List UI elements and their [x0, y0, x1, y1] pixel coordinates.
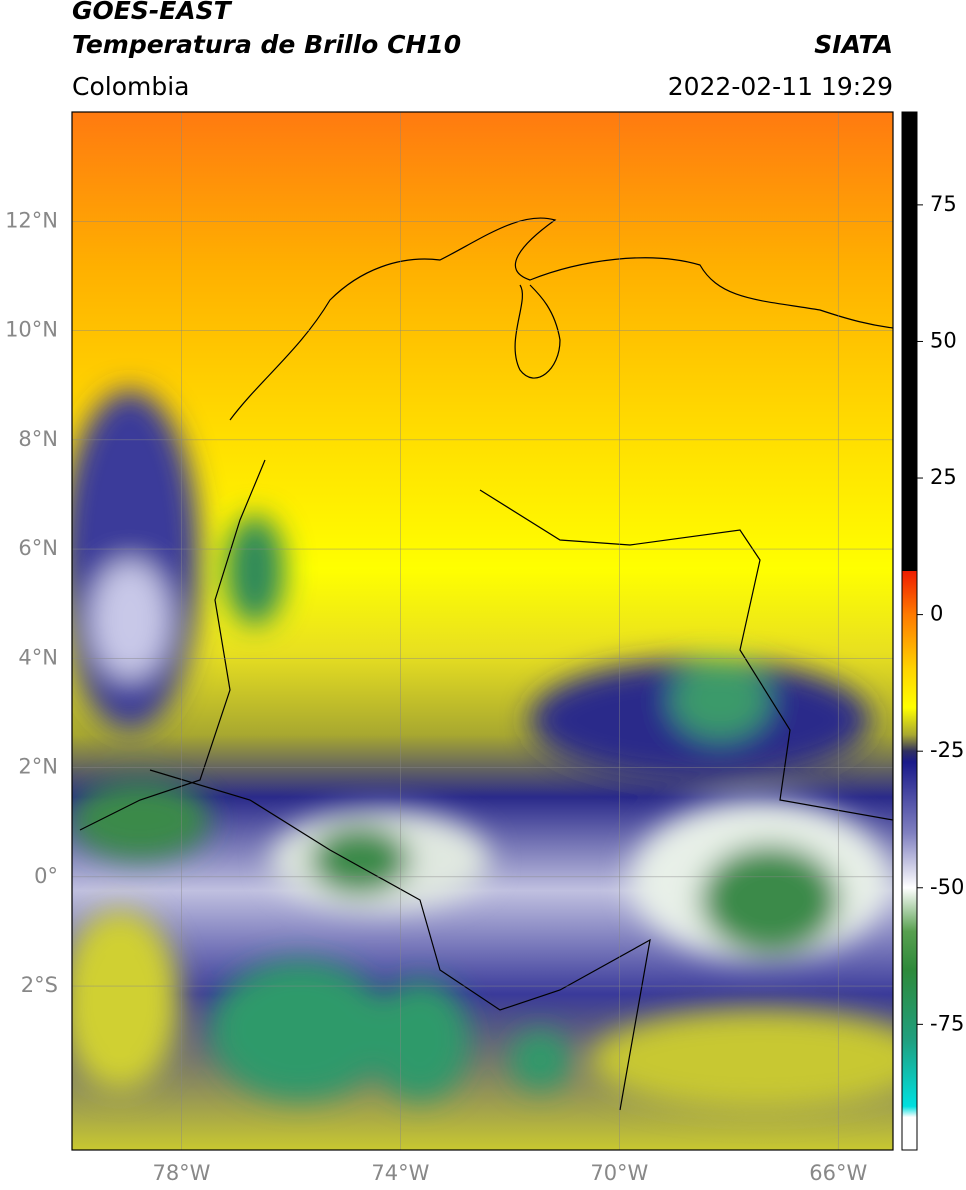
colorbar-tick-label: 50: [930, 328, 957, 352]
colorbar: [901, 111, 918, 1151]
coastline: [229, 217, 893, 421]
borders: [79, 459, 893, 1111]
y-tick-label: 6°N: [18, 536, 58, 560]
colorbar-tick-label: -25: [930, 738, 964, 762]
imagery: [72, 112, 893, 1150]
imagery-base: [72, 112, 893, 1150]
y-tick-label: 10°N: [5, 318, 58, 342]
subtitle: Temperatura de Brillo CH10: [72, 30, 461, 59]
colorbar-tick-label: 0: [930, 602, 943, 626]
title: GOES-EAST: [72, 0, 233, 25]
y-tick-label: 8°N: [18, 427, 58, 451]
colorbar-tick-label: -50: [930, 875, 964, 899]
y-tick-label: 2°N: [18, 755, 58, 779]
x-tick-label: 74°W: [371, 1161, 429, 1185]
y-tick-label: 2°S: [21, 973, 58, 997]
lake-outline: [514, 284, 561, 379]
y-tick-label: 12°N: [5, 208, 58, 232]
colorbar-tick-label: -75: [930, 1011, 964, 1035]
x-tick-label: 70°W: [590, 1161, 648, 1185]
x-tick-label: 78°W: [152, 1161, 210, 1185]
timestamp: 2022-02-11 19:29: [668, 72, 893, 101]
colorbar-tick-label: 75: [930, 192, 957, 216]
region: Colombia: [72, 72, 189, 101]
x-tick-label: 66°W: [809, 1161, 867, 1185]
source: SIATA: [814, 30, 893, 59]
colorbar-tick-label: 25: [930, 465, 957, 489]
y-tick-label: 4°N: [18, 645, 58, 669]
cloud-field: [72, 390, 893, 1110]
y-tick-label: 0°: [34, 864, 58, 888]
map-frame: [71, 111, 894, 1151]
graticule: [72, 112, 893, 1150]
